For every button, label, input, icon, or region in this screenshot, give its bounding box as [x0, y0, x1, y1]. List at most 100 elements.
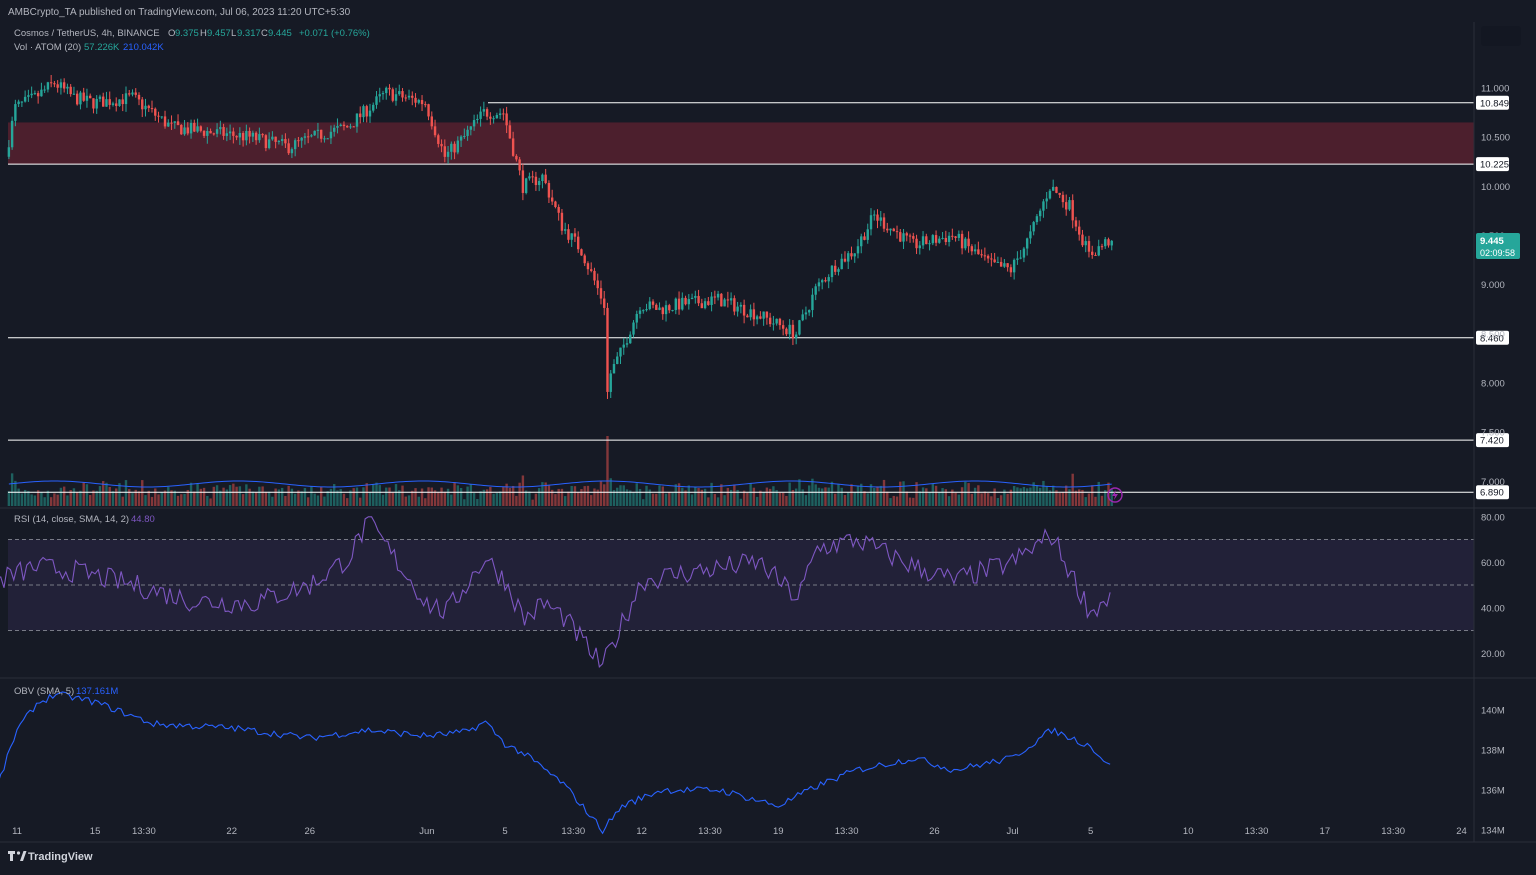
- candle-body[interactable]: [1025, 238, 1029, 249]
- candle-body[interactable]: [843, 258, 847, 262]
- candle-body[interactable]: [450, 143, 453, 152]
- candle-body[interactable]: [394, 94, 398, 101]
- candle-body[interactable]: [668, 305, 671, 311]
- candle-body[interactable]: [398, 91, 401, 95]
- candle-body[interactable]: [160, 116, 163, 118]
- candle-body[interactable]: [1042, 201, 1045, 211]
- candle-body[interactable]: [502, 113, 505, 115]
- candle-body[interactable]: [570, 233, 573, 240]
- candle-body[interactable]: [677, 298, 681, 310]
- candle-body[interactable]: [804, 312, 808, 315]
- candle-body[interactable]: [658, 307, 661, 310]
- candle-body[interactable]: [346, 126, 349, 128]
- candle-body[interactable]: [609, 373, 612, 392]
- candle-body[interactable]: [990, 258, 993, 260]
- candle-body[interactable]: [632, 322, 635, 335]
- candle-body[interactable]: [733, 298, 736, 312]
- candle-body[interactable]: [310, 135, 313, 137]
- candle-body[interactable]: [33, 93, 37, 95]
- candle-body[interactable]: [511, 138, 515, 156]
- candle-body[interactable]: [7, 147, 11, 157]
- candle-body[interactable]: [508, 125, 512, 139]
- candle-body[interactable]: [889, 228, 892, 231]
- candle-body[interactable]: [137, 94, 141, 100]
- candle-body[interactable]: [869, 215, 873, 230]
- candle-body[interactable]: [56, 84, 59, 88]
- candle-body[interactable]: [850, 253, 853, 257]
- candle-body[interactable]: [599, 288, 603, 299]
- candle-body[interactable]: [1078, 226, 1081, 235]
- candle-body[interactable]: [1009, 267, 1013, 273]
- candle-body[interactable]: [801, 314, 804, 321]
- candle-body[interactable]: [131, 92, 134, 95]
- candle-body[interactable]: [1065, 202, 1068, 210]
- candle-body[interactable]: [603, 298, 606, 308]
- candle-body[interactable]: [459, 136, 463, 141]
- candle-body[interactable]: [339, 124, 342, 126]
- candle-body[interactable]: [544, 174, 547, 184]
- candle-body[interactable]: [938, 238, 941, 243]
- candle-body[interactable]: [622, 344, 625, 348]
- candle-body[interactable]: [388, 87, 391, 90]
- candle-body[interactable]: [557, 207, 560, 213]
- candle-body[interactable]: [505, 113, 508, 126]
- candle-body[interactable]: [193, 122, 196, 132]
- candle-body[interactable]: [105, 99, 108, 107]
- candle-body[interactable]: [645, 309, 648, 311]
- candle-body[interactable]: [49, 82, 53, 84]
- candle-body[interactable]: [977, 249, 980, 255]
- candle-body[interactable]: [124, 93, 128, 105]
- candle-body[interactable]: [902, 233, 905, 242]
- candle-body[interactable]: [759, 316, 762, 319]
- candle-body[interactable]: [729, 298, 733, 301]
- candle-body[interactable]: [690, 297, 694, 300]
- candle-body[interactable]: [235, 135, 238, 138]
- candle-body[interactable]: [489, 116, 492, 119]
- candle-body[interactable]: [82, 92, 85, 101]
- candle-body[interactable]: [619, 347, 622, 357]
- candle-body[interactable]: [407, 95, 411, 98]
- candle-body[interactable]: [1038, 210, 1042, 217]
- candle-body[interactable]: [1081, 234, 1084, 246]
- candle-body[interactable]: [222, 127, 225, 136]
- candle-body[interactable]: [606, 307, 609, 392]
- candle-body[interactable]: [118, 99, 121, 106]
- candle-body[interactable]: [411, 95, 414, 98]
- candle-body[interactable]: [681, 297, 684, 310]
- candle-body[interactable]: [274, 136, 277, 142]
- candle-body[interactable]: [414, 97, 417, 103]
- obv-label[interactable]: OBV (SMA, 5): [14, 686, 74, 697]
- candle-body[interactable]: [306, 136, 310, 138]
- candle-body[interactable]: [892, 228, 895, 232]
- candle-body[interactable]: [563, 229, 567, 231]
- candle-body[interactable]: [925, 236, 928, 245]
- candle-body[interactable]: [258, 134, 261, 141]
- candle-body[interactable]: [590, 269, 593, 271]
- candle-body[interactable]: [1016, 258, 1019, 260]
- candle-body[interactable]: [908, 235, 912, 237]
- candle-body[interactable]: [245, 130, 248, 141]
- candle-body[interactable]: [287, 143, 290, 154]
- tradingview-logo[interactable]: [8, 851, 27, 861]
- candle-body[interactable]: [1084, 241, 1087, 246]
- candle-body[interactable]: [30, 93, 33, 96]
- candle-body[interactable]: [219, 127, 222, 130]
- candle-body[interactable]: [524, 178, 528, 193]
- candle-body[interactable]: [199, 126, 203, 131]
- candle-body[interactable]: [372, 104, 375, 111]
- candle-body[interactable]: [163, 116, 167, 127]
- candle-body[interactable]: [547, 183, 551, 198]
- candle-body[interactable]: [716, 293, 720, 298]
- candle-body[interactable]: [173, 121, 176, 123]
- candle-body[interactable]: [824, 280, 827, 282]
- candle-body[interactable]: [778, 318, 782, 326]
- candle-body[interactable]: [772, 323, 775, 325]
- candle-body[interactable]: [1048, 190, 1052, 199]
- candle-body[interactable]: [36, 93, 40, 97]
- candle-body[interactable]: [75, 93, 79, 105]
- candle-body[interactable]: [817, 282, 821, 287]
- candle-body[interactable]: [905, 233, 908, 236]
- candle-body[interactable]: [837, 269, 840, 272]
